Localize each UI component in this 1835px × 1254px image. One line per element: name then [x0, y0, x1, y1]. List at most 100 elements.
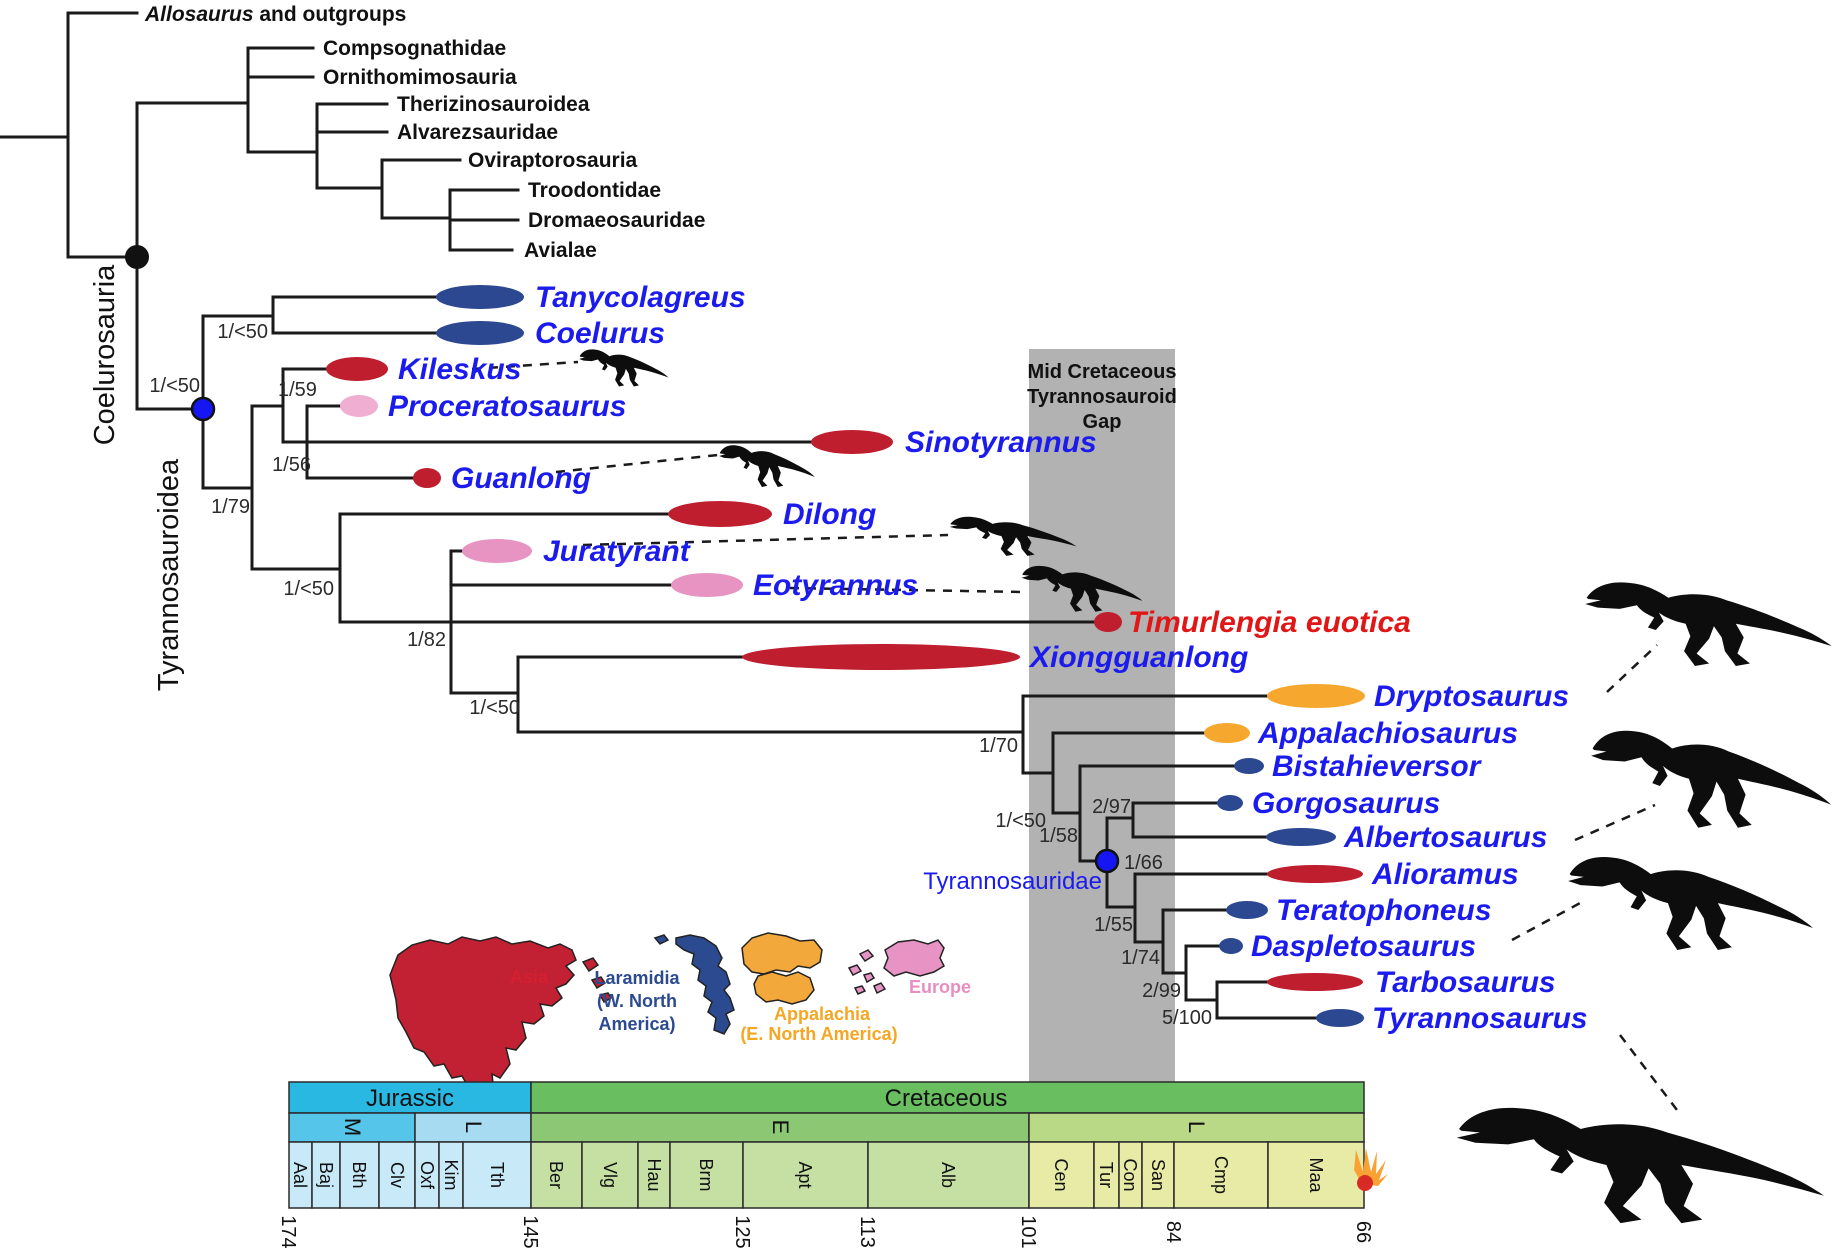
timescale-label-ber: Ber: [546, 1161, 566, 1189]
tyrannosaurus-silhouette-icon: [1456, 1107, 1825, 1224]
timescale-label-cmp: Cmp: [1211, 1156, 1231, 1194]
range-ellipse-alioramus: [1267, 865, 1363, 883]
timescale-label-aal: Aal: [290, 1162, 310, 1188]
range-ellipse-tyrannosaurus: [1316, 1009, 1364, 1027]
support-1-82: 1/82: [407, 629, 446, 651]
appalachia-map-shape: [741, 932, 823, 1005]
range-ellipse-dilong: [668, 501, 772, 527]
clade-label-tyrannosauroidea: Tyrannosauroidea: [153, 458, 185, 691]
taxon-label-albertosaurus: Albertosaurus: [1343, 821, 1547, 854]
appalachia-map-label-line2: (E. North America): [740, 1024, 897, 1044]
support-1-58: 1/58: [1039, 825, 1078, 847]
support-tany-coelurus: 1/<50: [217, 321, 268, 343]
support-5-100: 5/100: [1162, 1007, 1212, 1029]
timescale-label-apt: Apt: [795, 1161, 815, 1188]
support-1-79: 1/79: [211, 496, 250, 518]
clade-label-coelurosauria: Coelurosauria: [89, 264, 121, 445]
timescale-label-hau: Hau: [644, 1158, 664, 1191]
laramidia-map-shape: [653, 934, 735, 1035]
range-ellipse-juratyrant: [462, 539, 532, 563]
support-sino-guanlong: 1/56: [272, 454, 311, 476]
range-ellipse-coelurus: [436, 321, 524, 345]
taxon-label-teratophoneus: Teratophoneus: [1276, 894, 1492, 927]
range-ellipse-gorgosaurus: [1217, 795, 1243, 811]
range-ellipse-dryptosaurus: [1267, 684, 1365, 708]
timescale-epoch-jurassic-l: [414, 1112, 532, 1143]
timescale-label-epoch-jl: L: [461, 1121, 486, 1133]
timescale-label-bth: Bth: [349, 1161, 369, 1188]
timescale-label-baj: Baj: [316, 1162, 336, 1188]
timescale-label-oxf: Oxf: [417, 1161, 437, 1190]
timescale-label-kim: Kim: [441, 1160, 461, 1191]
support-xiong-node: 1/<50: [469, 697, 520, 719]
range-ellipse-eotyrannus: [671, 573, 743, 597]
outgroup-label-therizinosauroidea: Therizinosauroidea: [397, 93, 590, 116]
timescale-epoch-jurassic-m: [288, 1112, 416, 1143]
gap-label-line1: Mid Cretaceous: [1028, 361, 1177, 383]
silhouette-connectors: [471, 360, 1678, 1111]
timescale-stage-tth: [462, 1141, 532, 1209]
range-ellipse-bistahieversor: [1234, 758, 1264, 774]
timescale-stage-hau: [637, 1141, 671, 1209]
guanlong-silhouette-icon: [719, 445, 815, 487]
timescale-tick-145: 145: [519, 1215, 541, 1248]
taxon-label-guanlong: Guanlong: [451, 462, 591, 495]
taxon-label-tanycolagreus: Tanycolagreus: [535, 281, 746, 314]
support-1-74: 1/74: [1121, 947, 1160, 969]
timescale-stage-kim: [438, 1141, 464, 1209]
daspletosaurus-silhouette-icon: [1568, 857, 1814, 951]
timescale-label-brm: Brm: [696, 1159, 716, 1192]
laramidia-map-label-line3: America): [598, 1014, 675, 1034]
asia-map-label: Asia: [510, 967, 549, 987]
timescale-label-cen: Cen: [1051, 1158, 1071, 1191]
range-ellipse-tarbosaurus: [1267, 973, 1363, 991]
dryptosaurus-silhouette-icon: [1585, 582, 1832, 666]
range-ellipse-daspletosaurus: [1219, 938, 1243, 954]
taxon-label-bistahieversor: Bistahieversor: [1272, 750, 1483, 783]
clade-label-tyrannosauridae: Tyrannosauridae: [923, 868, 1102, 895]
timescale-stage-brm: [669, 1141, 744, 1209]
taxon-label-alioramus: Alioramus: [1371, 858, 1519, 891]
timescale-label-maa: Maa: [1306, 1157, 1326, 1193]
timescale-label-tur: Tur: [1096, 1162, 1116, 1188]
outgroup-label-ornithomimosauria: Ornithomimosauria: [323, 66, 517, 89]
support-tyrannosauroidea: 1/<50: [149, 375, 200, 397]
timescale-tick-125: 125: [731, 1215, 753, 1248]
timescale-epoch-cretaceous-l: [1028, 1112, 1365, 1143]
timescale-label-cretaceous: Cretaceous: [885, 1085, 1008, 1112]
support-dilong-node: 1/<50: [283, 578, 334, 600]
range-ellipse-guanlong: [413, 468, 441, 488]
timescale-label-epoch-m: M: [340, 1118, 365, 1136]
europe-map-label: Europe: [909, 977, 971, 997]
albertosaurus-silhouette-icon: [1591, 730, 1832, 828]
phylogeny-branches: [0, 11, 1319, 1020]
outgroup-label-oviraptorosauria: Oviraptorosauria: [468, 149, 638, 172]
timescale-label-epoch-e: E: [768, 1120, 793, 1135]
europe-map-shape: [847, 939, 945, 995]
support-2-99: 2/99: [1142, 980, 1181, 1002]
taxon-label-dryptosaurus: Dryptosaurus: [1374, 680, 1569, 713]
asia-map-shape: [389, 936, 577, 1102]
mid-cretaceous-gap-band: [1029, 349, 1175, 1085]
laramidia-map-label-line2: (W. North: [597, 991, 677, 1011]
timescale-tick-101: 101: [1017, 1215, 1039, 1248]
outgroup-label-compsognathidae: Compsognathidae: [323, 37, 506, 60]
support-1-55: 1/55: [1094, 914, 1133, 936]
range-ellipse-teratophoneus: [1226, 901, 1268, 919]
taxon-label-daspletosaurus: Daspletosaurus: [1251, 930, 1476, 963]
timescale-stage-cen: [1028, 1141, 1095, 1209]
taxon-label-sinotyrannus: Sinotyrannus: [905, 426, 1097, 459]
taxon-label-kileskus: Kileskus: [398, 353, 521, 386]
range-ellipse-albertosaurus: [1266, 828, 1336, 846]
timescale-label-jurassic: Jurassic: [366, 1085, 454, 1112]
outgroup-label-dromaeosauridae: Dromaeosauridae: [528, 209, 705, 232]
timescale-stage-maa: [1267, 1141, 1365, 1209]
range-ellipse-kileskus: [326, 357, 388, 381]
taxon-label-appalachiosaurus: Appalachiosaurus: [1257, 717, 1518, 750]
asia-islands-shape: [581, 957, 613, 1004]
timescale-label-clv: Clv: [387, 1162, 407, 1188]
root-label: Allosaurus and outgroups: [144, 3, 406, 26]
timescale-label-alb: Alb: [938, 1162, 958, 1188]
timescale-stage-bth: [339, 1141, 380, 1209]
